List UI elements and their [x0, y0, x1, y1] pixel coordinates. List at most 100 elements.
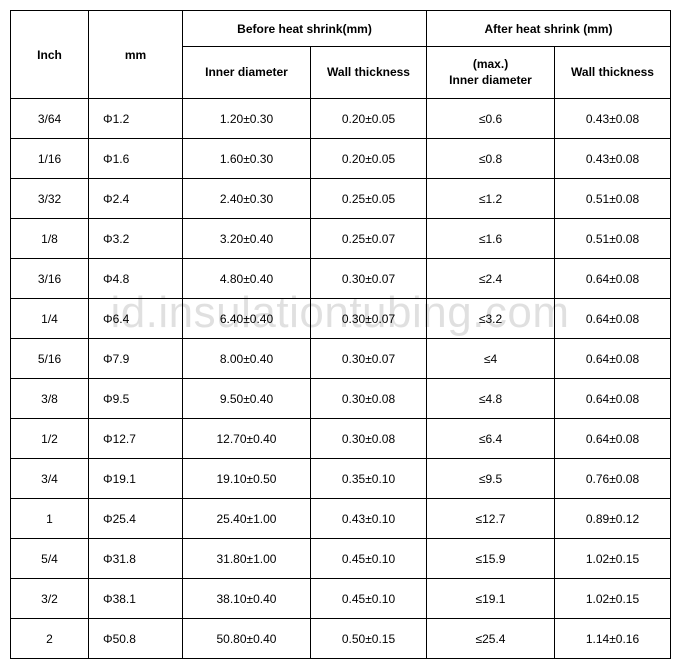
cell-after-wt: 1.02±0.15: [555, 539, 671, 579]
cell-after-wt: 0.64±0.08: [555, 419, 671, 459]
cell-after-wt: 0.76±0.08: [555, 459, 671, 499]
cell-mm: Φ50.8: [89, 619, 183, 659]
header-after-wt: Wall thickness: [555, 47, 671, 99]
cell-mm: Φ19.1: [89, 459, 183, 499]
cell-before-id: 1.20±0.30: [183, 99, 311, 139]
cell-before-id: 8.00±0.40: [183, 339, 311, 379]
cell-after-wt: 0.51±0.08: [555, 179, 671, 219]
cell-mm: Φ7.9: [89, 339, 183, 379]
cell-after-id: ≤4.8: [427, 379, 555, 419]
cell-inch: 1/16: [11, 139, 89, 179]
cell-after-id: ≤9.5: [427, 459, 555, 499]
cell-after-wt: 1.14±0.16: [555, 619, 671, 659]
cell-inch: 3/4: [11, 459, 89, 499]
cell-inch: 3/32: [11, 179, 89, 219]
cell-before-wt: 0.45±0.10: [311, 579, 427, 619]
cell-inch: 3/8: [11, 379, 89, 419]
cell-inch: 1/4: [11, 299, 89, 339]
cell-after-id: ≤6.4: [427, 419, 555, 459]
header-before-id: Inner diameter: [183, 47, 311, 99]
cell-before-id: 12.70±0.40: [183, 419, 311, 459]
cell-before-wt: 0.43±0.10: [311, 499, 427, 539]
cell-mm: Φ3.2: [89, 219, 183, 259]
cell-before-id: 6.40±0.40: [183, 299, 311, 339]
cell-after-id: ≤15.9: [427, 539, 555, 579]
header-before: Before heat shrink(mm): [183, 11, 427, 47]
cell-after-id: ≤12.7: [427, 499, 555, 539]
cell-after-wt: 0.64±0.08: [555, 339, 671, 379]
cell-mm: Φ12.7: [89, 419, 183, 459]
cell-mm: Φ31.8: [89, 539, 183, 579]
cell-before-id: 25.40±1.00: [183, 499, 311, 539]
cell-after-id: ≤1.2: [427, 179, 555, 219]
cell-before-id: 19.10±0.50: [183, 459, 311, 499]
cell-before-wt: 0.35±0.10: [311, 459, 427, 499]
cell-before-id: 9.50±0.40: [183, 379, 311, 419]
table-row: 3/8Φ9.59.50±0.400.30±0.08≤4.80.64±0.08: [11, 379, 671, 419]
header-inch: Inch: [11, 11, 89, 99]
table-row: 3/64Φ1.21.20±0.300.20±0.05≤0.60.43±0.08: [11, 99, 671, 139]
cell-after-id: ≤25.4: [427, 619, 555, 659]
cell-inch: 5/16: [11, 339, 89, 379]
cell-before-id: 31.80±1.00: [183, 539, 311, 579]
cell-after-wt: 1.02±0.15: [555, 579, 671, 619]
cell-before-wt: 0.45±0.10: [311, 539, 427, 579]
header-mm: mm: [89, 11, 183, 99]
cell-mm: Φ1.6: [89, 139, 183, 179]
table-row: 1Φ25.425.40±1.000.43±0.10≤12.70.89±0.12: [11, 499, 671, 539]
cell-after-wt: 0.43±0.08: [555, 139, 671, 179]
header-after-id: (max.) Inner diameter: [427, 47, 555, 99]
cell-before-id: 50.80±0.40: [183, 619, 311, 659]
cell-before-id: 1.60±0.30: [183, 139, 311, 179]
cell-mm: Φ2.4: [89, 179, 183, 219]
cell-after-id: ≤3.2: [427, 299, 555, 339]
cell-before-wt: 0.50±0.15: [311, 619, 427, 659]
table-body: 3/64Φ1.21.20±0.300.20±0.05≤0.60.43±0.081…: [11, 99, 671, 659]
table-row: 3/16Φ4.84.80±0.400.30±0.07≤2.40.64±0.08: [11, 259, 671, 299]
cell-before-wt: 0.20±0.05: [311, 99, 427, 139]
table-row: 1/2Φ12.712.70±0.400.30±0.08≤6.40.64±0.08: [11, 419, 671, 459]
cell-inch: 5/4: [11, 539, 89, 579]
header-after: After heat shrink (mm): [427, 11, 671, 47]
cell-after-id: ≤2.4: [427, 259, 555, 299]
cell-mm: Φ6.4: [89, 299, 183, 339]
cell-inch: 1/8: [11, 219, 89, 259]
header-before-wt: Wall thickness: [311, 47, 427, 99]
cell-after-id: ≤19.1: [427, 579, 555, 619]
table-row: 5/4Φ31.831.80±1.000.45±0.10≤15.91.02±0.1…: [11, 539, 671, 579]
cell-before-wt: 0.20±0.05: [311, 139, 427, 179]
cell-before-wt: 0.30±0.07: [311, 259, 427, 299]
cell-before-wt: 0.30±0.08: [311, 379, 427, 419]
cell-after-wt: 0.89±0.12: [555, 499, 671, 539]
cell-mm: Φ4.8: [89, 259, 183, 299]
cell-inch: 1/2: [11, 419, 89, 459]
cell-mm: Φ38.1: [89, 579, 183, 619]
table-row: 1/8Φ3.23.20±0.400.25±0.07≤1.60.51±0.08: [11, 219, 671, 259]
cell-mm: Φ25.4: [89, 499, 183, 539]
cell-before-id: 4.80±0.40: [183, 259, 311, 299]
cell-before-wt: 0.30±0.08: [311, 419, 427, 459]
cell-mm: Φ9.5: [89, 379, 183, 419]
cell-after-wt: 0.64±0.08: [555, 379, 671, 419]
table-row: 3/4Φ19.119.10±0.500.35±0.10≤9.50.76±0.08: [11, 459, 671, 499]
table-row: 1/16Φ1.61.60±0.300.20±0.05≤0.80.43±0.08: [11, 139, 671, 179]
cell-before-wt: 0.25±0.05: [311, 179, 427, 219]
cell-before-wt: 0.30±0.07: [311, 339, 427, 379]
table-row: 1/4Φ6.46.40±0.400.30±0.07≤3.20.64±0.08: [11, 299, 671, 339]
cell-after-wt: 0.64±0.08: [555, 259, 671, 299]
cell-before-wt: 0.25±0.07: [311, 219, 427, 259]
cell-after-id: ≤4: [427, 339, 555, 379]
cell-before-wt: 0.30±0.07: [311, 299, 427, 339]
cell-before-id: 3.20±0.40: [183, 219, 311, 259]
cell-inch: 3/64: [11, 99, 89, 139]
cell-inch: 1: [11, 499, 89, 539]
table-row: 5/16Φ7.98.00±0.400.30±0.07≤40.64±0.08: [11, 339, 671, 379]
cell-after-id: ≤0.6: [427, 99, 555, 139]
cell-mm: Φ1.2: [89, 99, 183, 139]
cell-after-wt: 0.43±0.08: [555, 99, 671, 139]
table-row: 2Φ50.850.80±0.400.50±0.15≤25.41.14±0.16: [11, 619, 671, 659]
spec-table: Inch mm Before heat shrink(mm) After hea…: [10, 10, 671, 659]
cell-after-id: ≤1.6: [427, 219, 555, 259]
table-row: 3/2Φ38.138.10±0.400.45±0.10≤19.11.02±0.1…: [11, 579, 671, 619]
table-row: 3/32Φ2.42.40±0.300.25±0.05≤1.20.51±0.08: [11, 179, 671, 219]
